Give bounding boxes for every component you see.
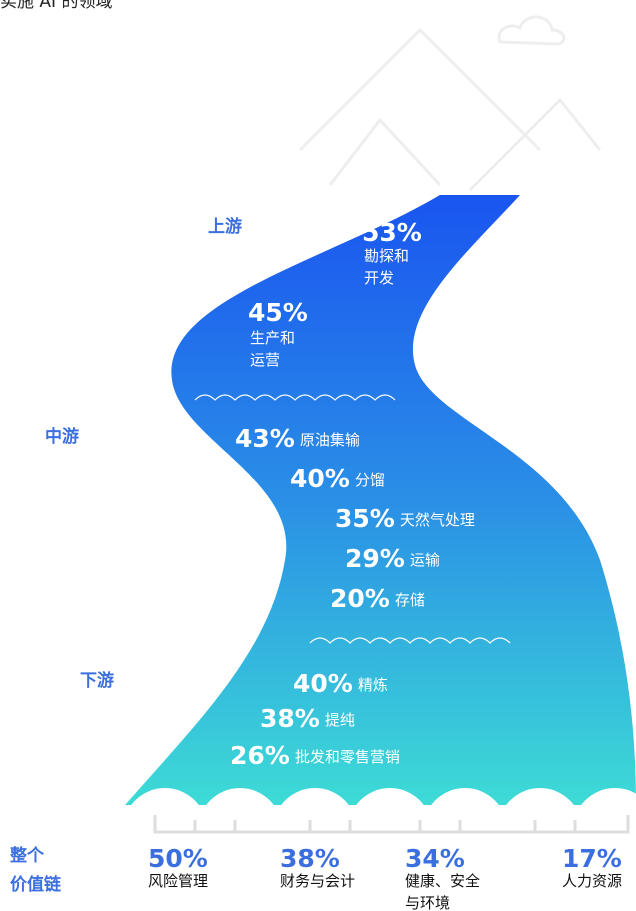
- chain-label: 整个: [10, 846, 44, 866]
- label: 存储: [394, 591, 425, 609]
- river: [125, 195, 636, 805]
- label: 生产和: [250, 329, 296, 347]
- chain-label: 价值链: [10, 875, 61, 895]
- mountains: [298, 15, 602, 192]
- stage-label: 中游: [45, 427, 79, 447]
- label: 与环境: [405, 894, 451, 911]
- label: 财务与会计: [280, 872, 356, 890]
- percent: 34%: [405, 844, 465, 873]
- label: 批发和零售营销: [294, 748, 400, 766]
- label: 运输: [409, 551, 440, 569]
- clouds: [100, 788, 636, 872]
- label: 天然气处理: [399, 511, 475, 529]
- label: 运营: [250, 351, 281, 369]
- label: 开发: [364, 269, 395, 287]
- percent: 40%: [290, 464, 350, 493]
- label: 原油集输: [299, 431, 360, 449]
- label: 健康、安全: [405, 872, 481, 890]
- percent: 35%: [335, 504, 395, 533]
- label: 分馏: [354, 471, 385, 489]
- title: 实施 AI 的领域: [0, 0, 113, 12]
- wave: [194, 394, 396, 401]
- percent: 45%: [248, 298, 308, 327]
- label: 勘探和: [364, 247, 410, 265]
- percent: 50%: [148, 844, 208, 873]
- stage-label: 下游: [80, 671, 114, 691]
- label: 人力资源: [562, 872, 623, 890]
- label: 风险管理: [148, 872, 209, 890]
- wave: [309, 637, 511, 644]
- percent: 29%: [345, 544, 405, 573]
- percent: 26%: [230, 741, 290, 770]
- percent: 38%: [260, 704, 320, 733]
- bracket: [153, 815, 630, 834]
- label: 精炼: [357, 676, 388, 694]
- stage-label: 上游: [208, 217, 242, 237]
- percent: 17%: [562, 844, 622, 873]
- percent: 40%: [293, 669, 353, 698]
- percent: 38%: [280, 844, 340, 873]
- percent: 53%: [362, 218, 422, 247]
- percent: 20%: [330, 584, 390, 613]
- label: 提纯: [324, 711, 355, 729]
- percent: 43%: [235, 424, 295, 453]
